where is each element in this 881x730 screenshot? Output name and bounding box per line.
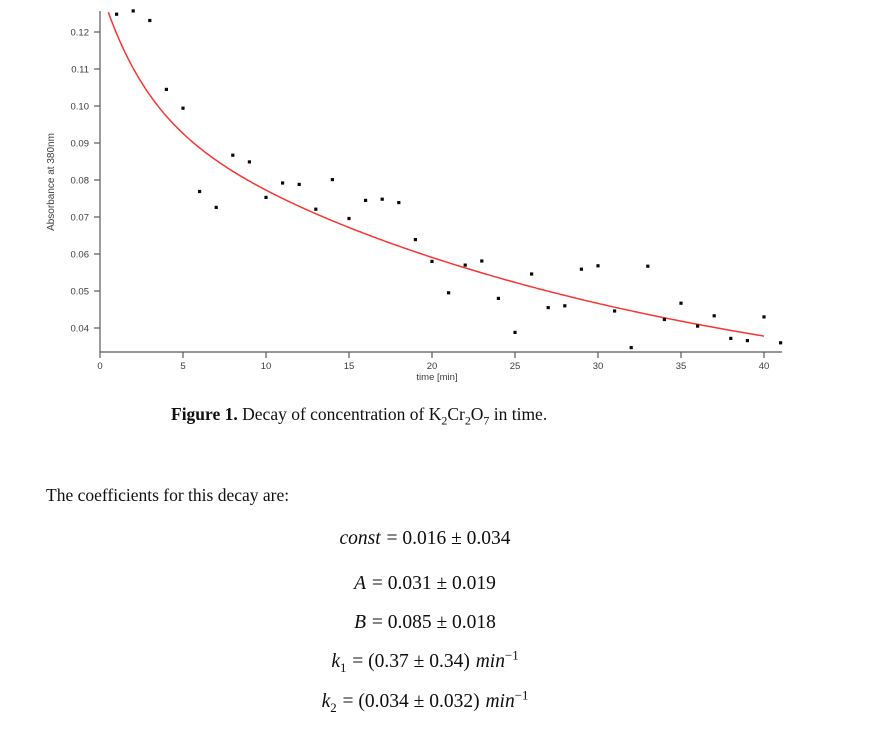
- data-point: [696, 324, 700, 328]
- equation-value: = 0.085 ± 0.018: [371, 612, 496, 633]
- equation-value: = 0.016 ± 0.034: [386, 528, 511, 549]
- y-tick-label: 0.08: [71, 175, 90, 186]
- figure-caption-formula: Cr: [447, 404, 465, 424]
- data-point: [380, 197, 384, 201]
- data-point: [579, 267, 583, 271]
- equation-exponent: −1: [514, 688, 529, 703]
- data-point: [297, 182, 301, 186]
- x-tick-label: 15: [344, 361, 355, 372]
- data-point: [198, 189, 202, 194]
- x-tick-label: 20: [427, 361, 438, 372]
- data-point: [231, 153, 235, 157]
- data-point: [413, 238, 417, 242]
- equation-value: = (0.37 ± 0.34): [352, 651, 470, 672]
- equation-value: = (0.034 ± 0.032): [342, 691, 480, 712]
- data-point: [762, 315, 766, 319]
- coefficients-intro-text: The coefficients for this decay are:: [46, 485, 290, 505]
- equation-const: const = 0.016 ± 0.034: [0, 527, 850, 550]
- equation-variable: B: [354, 612, 366, 633]
- equation-exponent: −1: [504, 648, 519, 663]
- equation-unit: min: [475, 651, 505, 672]
- equation-variable: k: [331, 651, 341, 672]
- x-tick-label: 10: [261, 361, 272, 372]
- data-point: [281, 181, 285, 185]
- data-point: [729, 336, 733, 340]
- data-point: [596, 264, 600, 268]
- data-point: [463, 263, 467, 267]
- x-tick-label: 40: [759, 361, 770, 372]
- data-point: [330, 178, 334, 182]
- data-point: [513, 330, 517, 334]
- data-point: [214, 205, 218, 209]
- data-point: [629, 346, 633, 350]
- figure-caption-text: in time.: [489, 404, 548, 424]
- y-tick-label: 0.04: [71, 323, 90, 334]
- data-point: [314, 207, 318, 211]
- data-point: [247, 160, 251, 164]
- y-tick-label: 0.07: [71, 212, 90, 223]
- equation-A: A = 0.031 ± 0.019: [0, 572, 850, 595]
- tick-labels: 0.04 0.05 0.06 0.07 0.08 0.09 0.10 0.11 0.12 0 5 10…: [71, 27, 770, 372]
- figure-caption-formula: O: [470, 404, 484, 424]
- data-point: [131, 9, 135, 13]
- equation-subscript: 1: [340, 660, 347, 675]
- equation-k1: k1 = (0.37 ± 0.34) min−1: [0, 648, 850, 675]
- figure-caption: Figure 1. Decay of concentration of K2Cr…: [171, 404, 548, 428]
- data-point: [181, 106, 185, 110]
- data-point: [613, 309, 617, 313]
- y-tick-label: 0.11: [71, 64, 89, 75]
- x-tick-label: 25: [510, 361, 521, 372]
- data-point: [712, 314, 716, 318]
- figure-caption-label: Figure 1.: [171, 404, 238, 424]
- y-tick-label: 0.05: [71, 286, 90, 297]
- data-point: [662, 317, 666, 322]
- data-point: [546, 306, 550, 310]
- figure-caption-text: Decay of concentration of K: [237, 404, 442, 424]
- data-point: [679, 301, 683, 305]
- data-point: [496, 296, 500, 300]
- data-point: [430, 259, 434, 263]
- data-point: [779, 341, 783, 345]
- data-point: [646, 264, 650, 268]
- x-tick-label: 35: [676, 361, 687, 372]
- y-axis-title: Absorbance at 380nm: [46, 133, 57, 231]
- formula-subscript: 2: [441, 413, 448, 428]
- formula-subscript: 2: [464, 413, 471, 428]
- equation-k2: k2 = (0.034 ± 0.032) min−1: [0, 688, 850, 715]
- chart-axes: [94, 11, 782, 358]
- data-point: [164, 87, 168, 91]
- data-point: [530, 272, 534, 276]
- equation-unit: min: [485, 691, 515, 712]
- equation-variable: A: [354, 573, 366, 594]
- y-tick-label: 0.06: [71, 249, 90, 260]
- equation-variable: const: [339, 528, 381, 549]
- x-tick-label: 30: [593, 361, 604, 372]
- figure-1-decay-chart: 0.04 0.05 0.06 0.07 0.08 0.09 0.10 0.11 0.12 0 5 10…: [46, 9, 783, 383]
- data-point: [347, 216, 351, 221]
- data-point: [115, 12, 119, 16]
- y-tick-label: 0.09: [71, 138, 90, 149]
- equation-B: B = 0.085 ± 0.018: [0, 611, 850, 634]
- y-tick-label: 0.12: [71, 27, 90, 38]
- data-point: [397, 201, 401, 205]
- data-point: [264, 195, 268, 199]
- scatter-points: [115, 9, 783, 350]
- equation-subscript: 2: [330, 700, 337, 715]
- x-tick-label: 5: [180, 361, 185, 372]
- x-axis-title: time [min]: [416, 372, 457, 383]
- data-point: [563, 304, 567, 308]
- x-tick-label: 0: [97, 361, 102, 372]
- data-point: [447, 291, 451, 295]
- data-point: [745, 339, 749, 343]
- data-point: [364, 198, 368, 202]
- y-tick-label: 0.10: [71, 101, 90, 112]
- data-point: [148, 18, 152, 23]
- equation-variable: k: [321, 691, 331, 712]
- fit-curve: [107, 12, 765, 337]
- equation-value: = 0.031 ± 0.019: [371, 573, 496, 594]
- formula-subscript: 7: [483, 413, 490, 428]
- data-point: [480, 259, 484, 263]
